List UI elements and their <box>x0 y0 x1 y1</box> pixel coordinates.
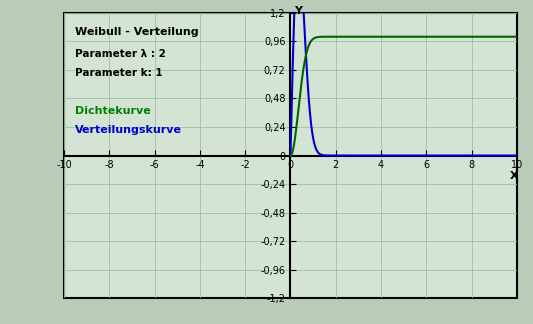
Text: Dichtekurve: Dichtekurve <box>75 106 151 116</box>
Text: Verteilungskurve: Verteilungskurve <box>75 125 182 135</box>
Text: Y: Y <box>295 6 303 16</box>
Text: X: X <box>510 171 519 181</box>
Text: Weibull - Verteilung: Weibull - Verteilung <box>75 27 199 37</box>
Text: Parameter λ : 2: Parameter λ : 2 <box>75 49 166 59</box>
Bar <box>64 13 517 298</box>
Text: Parameter k: 1: Parameter k: 1 <box>75 68 163 78</box>
